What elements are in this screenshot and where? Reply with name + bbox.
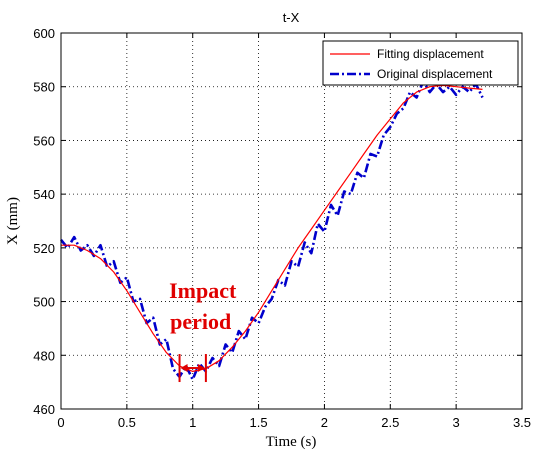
legend-box [322,40,519,86]
y-tick-label: 600 [33,26,55,41]
x-tick-label: 1.5 [250,415,268,430]
y-tick-label: 500 [33,295,55,310]
y-axis-label: X (mm) [5,197,21,245]
chart-title: t-X [283,10,300,25]
legend-entry-label: Original displacement [377,67,493,81]
x-tick-label: 2.5 [381,415,399,430]
grid [61,33,522,409]
y-tick-label: 480 [33,348,55,363]
legend: Fitting displacement Original displacemen… [322,40,519,86]
series-fitting-displacement-line [61,84,483,372]
impact-arrow-left-icon [180,364,188,373]
plot-frame [60,32,523,410]
series-original-displacement-line [59,80,484,381]
x-tick-label: 3.5 [513,415,531,430]
ticks: 0 0.5 1 1.5 2 2.5 3 3.5 460 480 500 520 540 560 580 600 [33,26,531,430]
x-axis-label: Time (s) [266,434,317,450]
x-tick-label: 0.5 [118,415,136,430]
y-tick-label: 560 [33,133,55,148]
x-tick-label: 0 [57,415,64,430]
annotation-layer: Impact period [169,278,237,383]
x-tick-label: 3 [453,415,460,430]
series-layer [59,80,484,381]
y-tick-label: 460 [33,402,55,417]
plot-background [61,33,522,409]
impact-period-label: Impact period [169,278,237,334]
impact-arrow-right-icon [197,364,205,373]
legend-entry-label: Fitting displacement [377,47,484,61]
x-tick-label: 2 [321,415,328,430]
x-tick-label: 1 [189,415,196,430]
y-tick-label: 540 [33,187,55,202]
y-tick-label: 520 [33,241,55,256]
y-tick-label: 580 [33,80,55,95]
